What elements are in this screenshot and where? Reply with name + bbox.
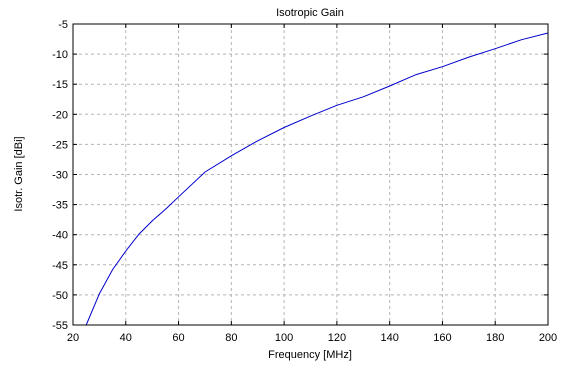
y-tick-label: -5 (58, 19, 68, 31)
y-tick-label: -30 (52, 170, 68, 182)
x-tick-label: 100 (275, 332, 293, 344)
x-tick-label: 80 (225, 332, 237, 344)
grid-lines (73, 24, 548, 325)
y-tick-label: -55 (52, 320, 68, 332)
gain-series-line (85, 32, 549, 326)
y-tick-label: -45 (52, 260, 68, 272)
x-tick-label: 40 (120, 332, 132, 344)
x-axis-title: Frequency [MHz] (268, 349, 352, 361)
x-tick-label: 60 (172, 332, 184, 344)
axis-ticks: 20 40 60 80 100 120 140 160 180 200 -5 -10 -15 -20 -25… (52, 19, 557, 344)
y-tick-label: -10 (52, 49, 68, 61)
chart-title: Isotropic Gain (276, 7, 344, 19)
y-tick-label: -35 (52, 200, 68, 212)
x-tick-label: 20 (67, 332, 79, 344)
y-tick-label: -15 (52, 79, 68, 91)
y-axis-title: Isotr. Gain [dBi] (13, 136, 25, 211)
x-tick-label: 180 (486, 332, 504, 344)
x-tick-label: 200 (539, 332, 557, 344)
y-tick-label: -20 (52, 109, 68, 121)
series-layer (85, 32, 549, 326)
x-tick-label: 160 (433, 332, 451, 344)
x-tick-label: 120 (328, 332, 346, 344)
y-tick-label: -25 (52, 139, 68, 151)
y-tick-label: -40 (52, 230, 68, 242)
x-tick-label: 140 (380, 332, 398, 344)
y-tick-label: -50 (52, 290, 68, 302)
